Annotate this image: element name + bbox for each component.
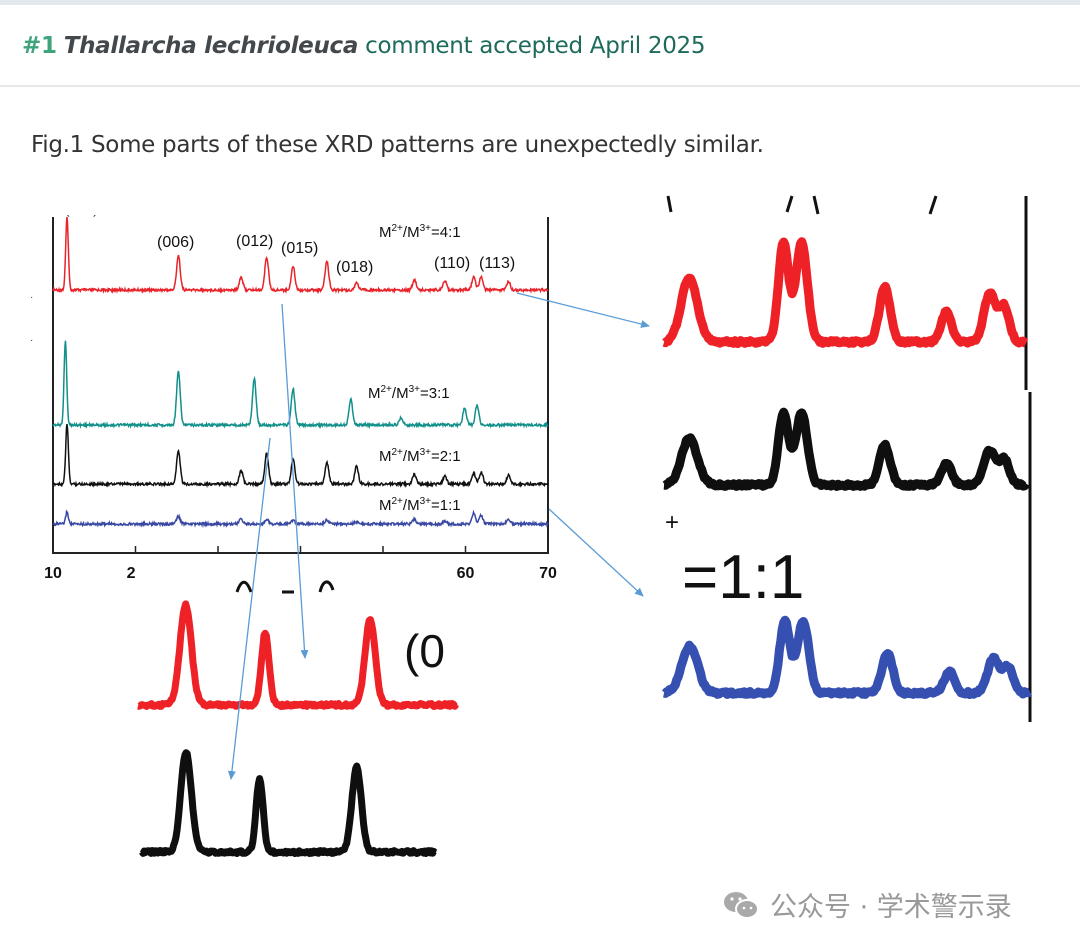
figure-caption: Fig.1 Some parts of these XRD patterns a…	[31, 132, 764, 158]
wechat-icon	[724, 891, 759, 919]
xrd-chart: ˋ ˊ 10203040506070 (006) (012) (015) (01…	[30, 212, 557, 582]
comment-status: comment accepted April 2025	[365, 33, 706, 59]
arrow-to-bottom-black	[227, 437, 271, 780]
zoom-right-black-trace	[660, 407, 1030, 491]
zoom-top-fragments	[666, 195, 938, 215]
zoom-partial-glyphs	[235, 580, 335, 593]
watermark-text: 公众号 · 学术警示录	[770, 892, 1012, 923]
arrow-to-bottom-red	[281, 303, 309, 659]
zoom-right-traces	[660, 237, 1034, 699]
peak-label: (012)	[236, 233, 273, 250]
peak-label-group: (006) (012) (015) (018) (110) (113)	[157, 233, 515, 276]
zoom-bottom-red-trace	[135, 600, 460, 710]
peak-label: (018)	[336, 259, 373, 276]
xrd-traces	[52, 217, 549, 528]
zoom-bottom-panel: (0	[135, 558, 460, 858]
arrow-to-right-blue	[548, 508, 644, 597]
chart-edge-mark: ˊ	[92, 212, 97, 228]
chart-edge-mark: ˋ	[66, 212, 71, 228]
xrd-series-line	[52, 217, 549, 295]
x-tick-label: 60	[457, 565, 475, 582]
zoom-bottom-traces	[135, 600, 460, 857]
zoom-partial-label: (0	[404, 625, 445, 677]
x-tick-label: 10	[44, 565, 62, 582]
zoom-bottom-black-trace	[139, 749, 439, 857]
top-rule	[0, 0, 1080, 5]
watermark: 公众号 · 学术警示录	[722, 885, 1012, 924]
zoom-right-panel: + =1:1	[660, 195, 1044, 722]
annotation-arrows	[227, 292, 650, 780]
xrd-series-line	[52, 423, 549, 489]
zoom-right-blue-trace	[660, 615, 1034, 699]
zoom-label-ratio: =1:1	[682, 543, 804, 612]
comment-number: #1	[22, 33, 57, 59]
comment-species: Thallarcha lechrioleuca	[63, 33, 359, 59]
zoom-right-red-trace	[660, 237, 1030, 348]
peak-label: (006)	[157, 234, 194, 251]
zoom-label-superscript: +	[665, 509, 679, 536]
stray-mark: ·	[30, 292, 33, 303]
arrow-to-right-top	[516, 292, 650, 328]
stray-mark: ·	[30, 335, 33, 346]
peak-label: (110)	[434, 255, 470, 272]
xrd-series-line	[52, 509, 549, 528]
comment-header: #1 Thallarcha lechrioleuca comment accep…	[0, 5, 1080, 87]
comment-title: #1 Thallarcha lechrioleuca comment accep…	[22, 33, 706, 59]
x-tick-label: 70	[539, 565, 557, 582]
peak-label: (015)	[281, 240, 318, 257]
xrd-series-line	[52, 340, 549, 430]
peak-label: (113)	[479, 255, 515, 272]
